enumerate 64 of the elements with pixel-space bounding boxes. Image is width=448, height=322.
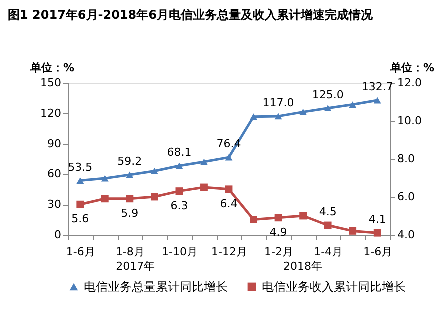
x-tick-label: 1-8月 xyxy=(116,246,145,258)
data-label: 68.1 xyxy=(167,146,192,159)
data-label: 6.4 xyxy=(220,197,238,210)
data-label: 59.2 xyxy=(118,155,142,168)
y2-tick-label: 8.0 xyxy=(398,152,415,166)
point xyxy=(225,154,233,161)
legend-label: 电信业务收入累计同比增长 xyxy=(262,280,406,294)
y-axis-title: 单位：% xyxy=(30,62,75,74)
text: 2018年 xyxy=(284,260,323,273)
point xyxy=(126,172,134,178)
point xyxy=(101,195,109,203)
data-label: 6.3 xyxy=(170,199,188,212)
x-tick-label: 1-10月 xyxy=(162,246,198,258)
point xyxy=(126,195,134,203)
x-tick-label: 1-6月 xyxy=(364,246,393,258)
y-tick-label: 60 xyxy=(48,168,62,181)
x-tick-label: 1-4月 xyxy=(314,246,344,258)
y-tick-label: 0 xyxy=(54,228,62,242)
x-tick-label: 1-2月 xyxy=(264,246,294,258)
point xyxy=(76,178,84,184)
point xyxy=(324,105,332,112)
y2-tick-label: 12.0 xyxy=(398,76,422,90)
data-label: 5.9 xyxy=(121,206,139,220)
point xyxy=(324,222,332,230)
point xyxy=(374,229,382,237)
y-tick-label: 90 xyxy=(48,137,62,150)
point xyxy=(101,175,109,182)
point xyxy=(200,184,208,192)
point xyxy=(76,200,84,208)
data-label: 117.0 xyxy=(262,96,294,110)
point xyxy=(176,162,184,170)
point xyxy=(300,212,308,220)
point xyxy=(250,114,258,120)
y2-tick-label: 4.0 xyxy=(398,228,415,242)
text: 2017年 xyxy=(116,260,156,273)
y-tick-label: 120 xyxy=(40,106,62,120)
point xyxy=(300,108,308,116)
point xyxy=(200,158,208,166)
point xyxy=(274,113,282,120)
x-tick-label: 1-12月 xyxy=(212,246,248,258)
point xyxy=(150,168,158,174)
data-label: 132.7 xyxy=(362,80,394,94)
data-label: 4.1 xyxy=(368,213,386,226)
point xyxy=(176,188,184,196)
point xyxy=(349,227,357,235)
point xyxy=(349,102,357,108)
point xyxy=(225,186,233,194)
point xyxy=(374,97,382,104)
data-label: 125.0 xyxy=(312,88,344,102)
legend-label: 电信业务总量累计同比增长 xyxy=(84,280,228,294)
x-tick-label: 1-6月 xyxy=(66,246,96,258)
data-label: 4.9 xyxy=(270,226,288,239)
data-label: 53.5 xyxy=(68,160,93,174)
y-tick-label: 150 xyxy=(40,76,62,90)
y2-tick-label: 10.0 xyxy=(398,114,422,128)
y2-axis-title: 单位：% xyxy=(389,62,434,74)
y-tick-label: 30 xyxy=(48,198,62,212)
data-label: 4.5 xyxy=(319,206,337,218)
point xyxy=(150,193,158,201)
point xyxy=(250,216,258,224)
chart-title: 图1 2017年6月-2018年6月电信业务总量及收入累计增速完成情况 xyxy=(8,8,374,22)
y2-tick-label: 6.0 xyxy=(398,190,415,204)
point xyxy=(274,214,282,222)
data-label: 5.6 xyxy=(72,212,90,226)
